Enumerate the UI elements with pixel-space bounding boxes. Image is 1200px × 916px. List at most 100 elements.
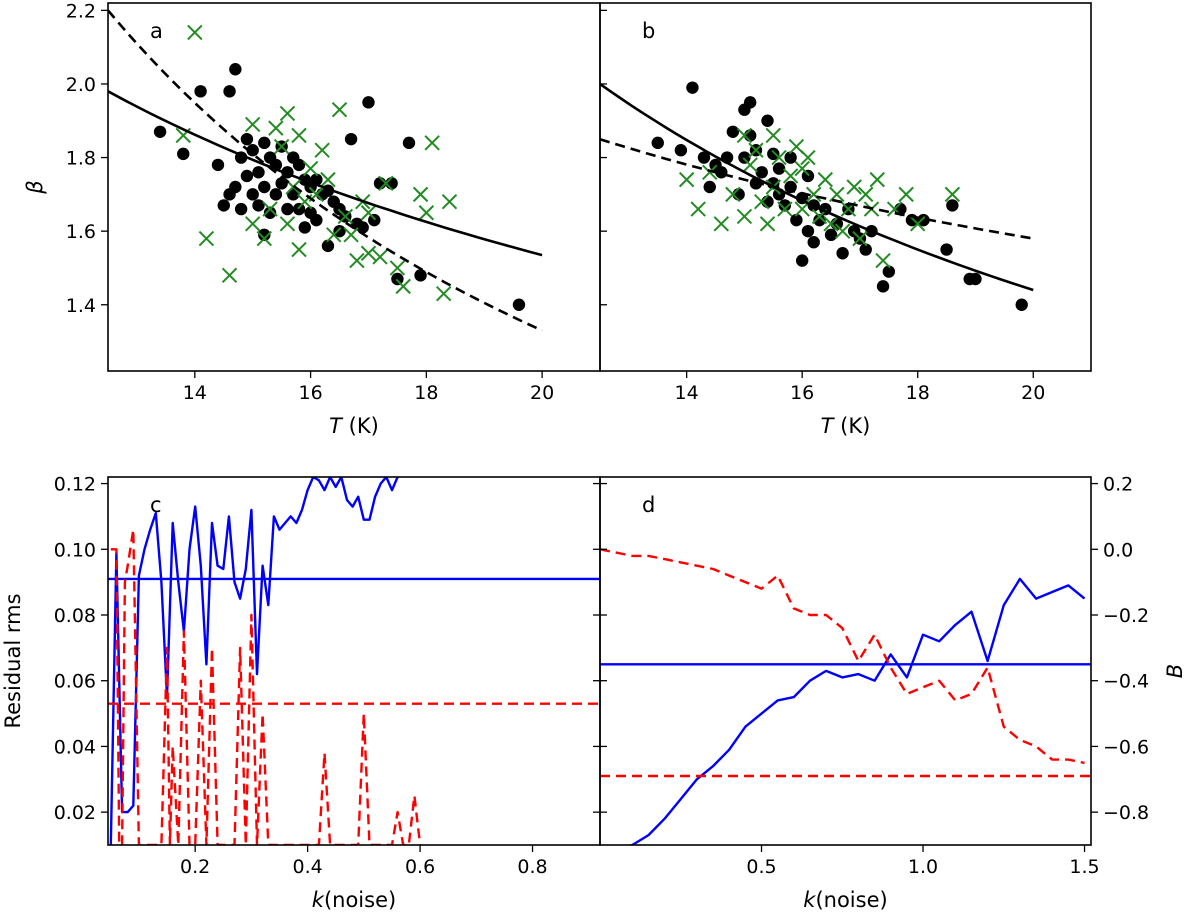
x-tick-label: 16 — [298, 382, 322, 404]
data-point-dot — [726, 125, 740, 138]
data-point-dot — [651, 136, 664, 150]
panel-letter: c — [150, 493, 162, 517]
data-point-cross — [187, 24, 203, 41]
data-point-cross — [372, 249, 388, 265]
data-point-dot — [269, 188, 283, 201]
data-point-dot — [194, 85, 207, 98]
data-point-cross — [846, 179, 862, 195]
data-point-dot — [801, 169, 815, 183]
series-line-solid-fit — [600, 82, 1034, 292]
data-point-dot — [252, 199, 265, 212]
y2-tick-label: −0.2 — [1103, 605, 1149, 627]
data-point-dot — [310, 213, 323, 227]
data-point-dot — [674, 144, 688, 157]
data-point-cross — [244, 116, 261, 133]
data-point-cross — [869, 171, 885, 188]
data-point-cross — [852, 230, 868, 247]
x-tick-label: 0.5 — [746, 856, 776, 878]
data-point-cross — [777, 201, 793, 217]
data-point-cross — [817, 171, 833, 188]
data-point-dot — [940, 243, 953, 256]
y2-tick-label: 0.0 — [1103, 539, 1133, 561]
data-point-cross — [771, 149, 787, 166]
x-axis-label-unit: (K) — [342, 414, 379, 438]
x-tick-label: 20 — [530, 382, 554, 404]
data-point-dot — [246, 188, 259, 201]
data-point-dot — [512, 298, 526, 311]
x-tick-label: 14 — [675, 382, 699, 404]
data-point-dot — [743, 96, 757, 109]
data-point-dot — [229, 180, 242, 194]
data-point-cross — [898, 186, 914, 203]
data-point-cross — [279, 216, 296, 232]
data-point-cross — [765, 127, 782, 144]
data-point-cross — [800, 149, 816, 166]
y-tick-label: 2.2 — [66, 0, 96, 22]
data-point-cross — [331, 102, 348, 118]
panel-letter: b — [642, 19, 655, 43]
data-point-dot — [761, 195, 774, 208]
plot-area-c — [108, 477, 600, 845]
data-point-dot — [177, 147, 190, 161]
data-point-cross — [291, 127, 307, 144]
data-point-cross — [291, 241, 307, 258]
x-tick-label: 0.2 — [180, 856, 210, 878]
x-tick-label: 16 — [790, 382, 814, 404]
data-point-dot — [246, 144, 259, 157]
data-point-cross — [302, 160, 319, 177]
data-point-cross — [349, 252, 365, 269]
data-point-dot — [761, 114, 774, 127]
y-tick-label: 1.8 — [66, 148, 96, 170]
x-axis-label-unit: (noise) — [815, 888, 887, 912]
data-point-dot — [836, 247, 849, 260]
series-line-rms — [626, 577, 1086, 845]
data-point-cross — [262, 201, 278, 217]
data-point-cross — [748, 142, 764, 158]
data-point-dot — [153, 125, 167, 138]
data-point-cross — [343, 227, 359, 243]
data-point-dot — [767, 147, 780, 161]
data-point-dot — [772, 162, 786, 175]
panel-letter: d — [642, 493, 655, 517]
axes-frame-c — [107, 476, 601, 846]
data-point-cross — [326, 227, 342, 243]
y-tick-label: 0.12 — [54, 474, 96, 496]
data-point-cross — [314, 142, 330, 158]
data-point-cross — [360, 205, 377, 221]
data-point-dot — [703, 180, 716, 194]
x-tick-label: 0.4 — [293, 856, 323, 878]
data-point-dot — [258, 228, 271, 242]
x-tick-label: 1.0 — [908, 856, 938, 878]
data-point-dot — [778, 199, 792, 212]
data-point-dot — [240, 132, 254, 146]
axes-frame-a — [107, 2, 601, 372]
data-point-dot — [292, 202, 306, 216]
data-point-cross — [736, 208, 753, 225]
data-point-cross — [909, 216, 926, 232]
data-point-dot — [281, 202, 294, 216]
data-point-dot — [368, 213, 381, 227]
data-point-dot — [801, 224, 815, 238]
x-tick-label: 0.8 — [517, 856, 547, 878]
data-point-dot — [333, 224, 346, 238]
data-point-cross — [829, 186, 845, 203]
data-point-dot — [784, 151, 797, 164]
data-point-cross — [360, 245, 377, 261]
data-point-dot — [258, 180, 271, 194]
x-axis-label-var: k — [803, 888, 816, 912]
data-point-dot — [258, 136, 271, 150]
data-point-dot — [211, 158, 225, 172]
y-tick-label: 0.10 — [54, 539, 96, 561]
y2-tick-label: −0.6 — [1103, 736, 1149, 758]
x-tick-label: 1.5 — [1069, 856, 1099, 878]
data-point-dot — [859, 243, 872, 256]
data-point-cross — [690, 201, 706, 217]
y-axis-label: Residual rms — [1, 593, 25, 728]
x-axis-label-var: T — [821, 414, 836, 438]
x-axis-label-unit: (noise) — [324, 888, 396, 912]
data-point-dot — [263, 206, 277, 219]
x-tick-label: 14 — [183, 382, 207, 404]
data-point-cross — [436, 286, 452, 302]
x-tick-label: 20 — [1021, 382, 1045, 404]
